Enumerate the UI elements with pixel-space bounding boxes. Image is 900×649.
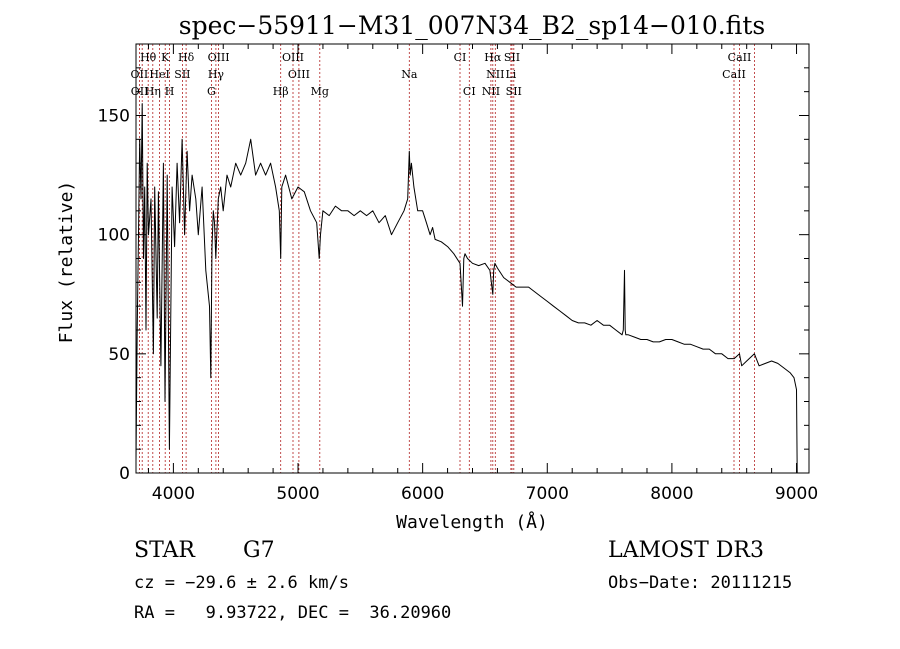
coordinates-text: RA = 9.93722, DEC = 36.20960 [134, 603, 452, 623]
spectral-line-label: CaII [728, 51, 752, 64]
x-axis-label: Wavelength (Å) [396, 511, 548, 533]
spectral-line-label: OII [131, 68, 149, 81]
chart-title: spec−55911−M31_007N34_B2_sp14−010.fits [179, 11, 765, 40]
spectral-line-label: CaII [722, 68, 746, 81]
spectral-line-label: Mg [311, 85, 329, 98]
plot-frame [135, 43, 810, 474]
y-tick-label: 0 [119, 464, 130, 484]
spectral-line-label: NII [486, 68, 504, 81]
spectral-line-label: Hβ [273, 85, 289, 98]
spectral-line-label: Li [505, 68, 516, 81]
object-class: STAR [134, 538, 195, 563]
spectral-line-label: Na [401, 68, 418, 81]
x-tick-label: 8000 [650, 484, 693, 504]
spectral-marker-lines [138, 44, 755, 473]
spectrum-series-line [135, 103, 798, 474]
spectral-line-label: Hδ [178, 51, 195, 64]
x-tick-label: 6000 [401, 484, 444, 504]
y-axis-label: Flux (relative) [56, 181, 77, 344]
spectral-line-label: Hγ [208, 68, 225, 81]
y-tick-label: 150 [98, 107, 130, 127]
x-tick-label: 9000 [775, 484, 818, 504]
spectral-line-label: SII [174, 68, 190, 81]
x-tick-label: 4000 [152, 484, 195, 504]
y-tick-label: 50 [108, 345, 130, 365]
x-tick-label: 7000 [526, 484, 569, 504]
spectral-line-label: CI [463, 85, 476, 98]
y-tick-label: 100 [98, 226, 130, 246]
spectral-line-label: SII [504, 51, 520, 64]
spectral-line-label: SII [506, 85, 522, 98]
spectral-line-label: CI [454, 51, 467, 64]
axis-tick-labels: 4000 5000 6000 7000 8000 9000 0 50 100 150 [98, 107, 819, 505]
survey-name: LAMOST DR3 [608, 538, 764, 563]
spectral-line-label: Hθ [140, 51, 157, 64]
x-tick-label: 5000 [276, 484, 319, 504]
spectral-line-label: OIII [288, 68, 310, 81]
observation-date: Obs−Date: 20111215 [608, 573, 793, 593]
axis-ticks [136, 44, 809, 473]
spectral-line-label: Hη [145, 85, 161, 98]
spectral-line-label: OIII [282, 51, 304, 64]
redshift-text: cz = −29.6 ± 2.6 km/s [134, 573, 349, 593]
spectral-line-label: H [165, 85, 175, 98]
spectral-line-label: HeI [149, 68, 169, 81]
object-subclass: G7 [243, 538, 275, 563]
spectral-line-label: NII [482, 85, 500, 98]
spectral-line-label: CaII [743, 0, 767, 3]
spectral-line-label: Hα [484, 51, 502, 64]
spectral-line-label: G [207, 85, 216, 98]
spectral-line-label: OIII [208, 51, 230, 64]
spectral-line-label: K [161, 51, 170, 64]
